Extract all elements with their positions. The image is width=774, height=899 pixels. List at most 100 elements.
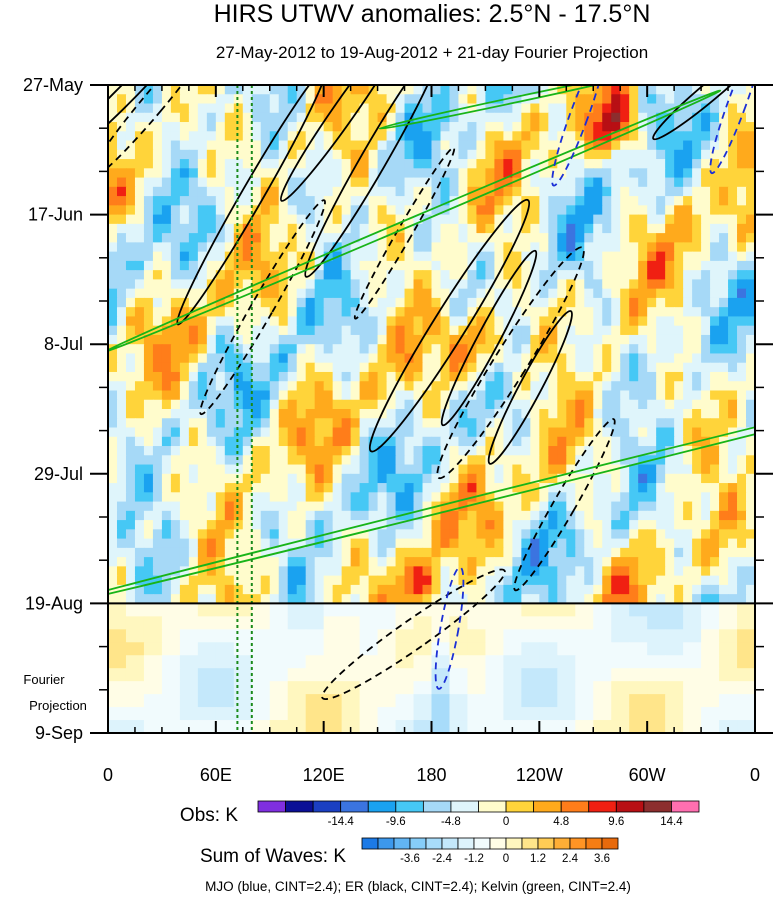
projection-field-cell (341, 694, 361, 708)
obs-field-cell (611, 344, 621, 355)
obs-field-cell (620, 473, 630, 484)
projection-field-cell (143, 694, 163, 708)
projection-field-cell (125, 603, 145, 617)
obs-field-cell (503, 575, 513, 586)
obs-field-cell (251, 538, 262, 549)
obs-field-cell (404, 242, 415, 253)
obs-field-cell (557, 575, 567, 586)
obs-field-cell (656, 94, 666, 105)
obs-field-cell (314, 159, 325, 169)
obs-field-cell (116, 223, 127, 234)
projection-field-cell (467, 720, 487, 733)
obs-field-cell (647, 427, 657, 438)
obs-field-cell (233, 483, 244, 493)
obs-field-cell (458, 288, 469, 299)
obs-field-cell (620, 427, 630, 438)
obs-field-cell (224, 473, 235, 484)
obs-field-cell (431, 149, 442, 160)
projection-field-cell (108, 681, 127, 695)
obs-field-cell (674, 501, 684, 512)
obs-field-cell (278, 122, 289, 132)
obs-field-cell (413, 159, 424, 169)
colorbar-swatch (409, 837, 427, 850)
obs-field-cell (422, 446, 433, 456)
obs-field-cell (251, 390, 262, 401)
obs-field-cell (332, 205, 343, 216)
obs-field-cell (377, 575, 388, 586)
obs-field-cell (161, 242, 172, 253)
obs-field-cell (152, 196, 163, 206)
obs-field-cell (242, 566, 253, 577)
obs-field-cell (242, 242, 253, 253)
projection-field-cell (305, 655, 325, 669)
obs-field-cell (332, 520, 343, 530)
obs-field-cell (323, 483, 334, 493)
obs-field-cell (368, 233, 379, 243)
projection-field-cell (341, 720, 361, 733)
obs-field-cell (287, 297, 298, 308)
obs-field-cell (386, 362, 397, 373)
obs-field-cell (737, 344, 747, 355)
obs-field-cell (638, 177, 648, 188)
obs-field-cell (125, 186, 136, 197)
obs-field-cell (494, 594, 504, 604)
obs-field-cell (440, 557, 451, 567)
obs-field-cell (116, 399, 127, 410)
obs-field-cell (512, 473, 522, 484)
obs-field-cell (413, 510, 424, 521)
obs-field-cell (422, 159, 433, 169)
obs-field-cell (287, 214, 298, 225)
obs-field-cell (314, 446, 325, 456)
projection-field-cell (503, 681, 522, 695)
obs-field-cell (674, 371, 684, 382)
obs-field-cell (170, 575, 181, 586)
obs-field-cell (368, 140, 379, 151)
obs-field-cell (233, 103, 244, 114)
obs-field-cell (296, 362, 307, 373)
observed-anomaly-field (108, 85, 755, 604)
projection-field-cell (341, 707, 361, 721)
obs-field-cell (323, 149, 334, 160)
obs-field-cell (719, 297, 729, 308)
obs-field-cell (296, 455, 307, 466)
projection-field-cell (701, 707, 720, 721)
obs-field-cell (206, 122, 217, 132)
obs-field-cell (116, 316, 127, 327)
obs-field-cell (503, 316, 513, 327)
obs-field-cell (188, 510, 199, 521)
obs-field-cell (512, 464, 522, 475)
obs-field-cell (458, 260, 469, 271)
obs-field-cell (224, 196, 235, 206)
obs-field-cell (359, 140, 370, 151)
obs-field-cell (701, 371, 711, 382)
obs-field-cell (296, 547, 307, 558)
projection-field-cell (665, 668, 684, 682)
obs-field-cell (323, 288, 334, 299)
obs-field-cell (206, 418, 217, 429)
obs-field-cell (233, 575, 244, 586)
obs-field-cell (638, 446, 648, 456)
obs-field-cell (485, 159, 496, 169)
obs-field-cell (575, 510, 585, 521)
obs-field-cell (737, 168, 747, 179)
obs-field-cell (692, 409, 702, 419)
obs-field-cell (674, 510, 684, 521)
obs-field-cell (467, 353, 478, 364)
obs-field-cell (386, 529, 397, 540)
obs-field-cell (611, 288, 621, 299)
obs-field-cell (548, 177, 558, 188)
obs-field-cell (134, 85, 145, 95)
obs-field-cell (647, 575, 657, 586)
obs-field-cell (683, 371, 693, 382)
obs-field-cell (674, 492, 684, 503)
obs-field-cell (647, 297, 657, 308)
obs-field-cell (350, 270, 361, 280)
obs-field-cell (116, 464, 127, 475)
obs-field-cell (395, 251, 406, 262)
obs-field-cell (602, 103, 612, 114)
obs-field-cell (728, 196, 738, 206)
obs-field-cell (314, 344, 325, 355)
obs-field-cell (701, 149, 711, 160)
obs-field-cell (143, 557, 154, 567)
obs-field-cell (593, 112, 603, 123)
